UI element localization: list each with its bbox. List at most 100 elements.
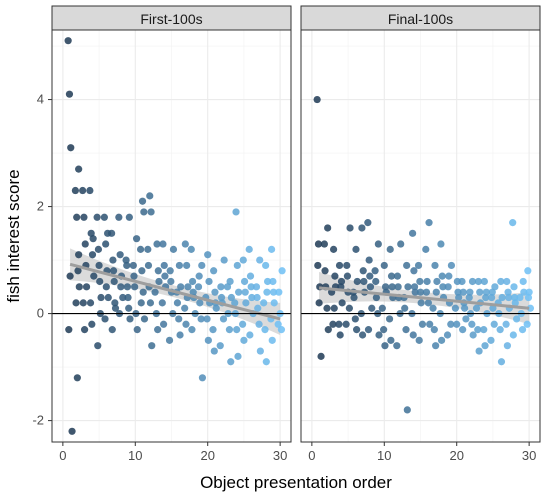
data-point <box>454 288 462 296</box>
data-point <box>75 165 83 173</box>
data-point <box>324 224 332 232</box>
data-point <box>410 267 418 275</box>
data-point <box>431 261 439 270</box>
data-point <box>173 299 182 307</box>
data-point <box>360 277 368 286</box>
data-point <box>394 283 402 291</box>
data-point <box>102 283 110 291</box>
x-axis-title: Object presentation order <box>200 473 392 492</box>
data-point <box>352 245 360 253</box>
data-point <box>210 347 218 355</box>
data-point <box>97 293 105 302</box>
data-point <box>388 283 396 291</box>
data-point <box>416 277 424 286</box>
data-point <box>219 315 228 323</box>
data-point <box>94 245 103 253</box>
data-point <box>73 374 81 382</box>
data-point <box>242 299 250 307</box>
data-point <box>411 288 419 296</box>
trend-line <box>318 286 530 310</box>
data-point <box>160 261 168 270</box>
data-point <box>496 326 504 334</box>
data-point <box>96 277 104 286</box>
data-point <box>125 304 133 312</box>
data-point <box>447 261 456 270</box>
data-point <box>255 320 263 328</box>
x-tick-label: 30 <box>522 448 536 463</box>
data-point <box>358 331 367 339</box>
data-point <box>234 352 242 360</box>
data-point <box>231 299 239 307</box>
y-tick-label: 4 <box>37 92 44 107</box>
data-point <box>418 320 427 328</box>
data-point <box>378 304 386 312</box>
data-point <box>245 245 253 253</box>
data-point <box>462 315 470 323</box>
data-point <box>203 315 211 323</box>
data-point <box>154 326 162 334</box>
data-point <box>475 347 483 355</box>
data-point <box>476 288 484 296</box>
data-point <box>144 261 153 270</box>
data-point <box>151 288 159 296</box>
data-point <box>71 186 79 195</box>
data-point <box>66 272 74 280</box>
data-point <box>393 342 401 350</box>
data-point <box>217 293 226 302</box>
data-point <box>525 288 533 296</box>
data-point <box>226 277 234 286</box>
data-point <box>359 267 367 275</box>
data-point <box>254 304 262 312</box>
data-point <box>75 251 83 259</box>
data-point <box>364 219 372 227</box>
data-point <box>336 331 344 339</box>
data-point <box>95 261 103 270</box>
data-point <box>489 304 497 312</box>
data-point <box>453 320 461 328</box>
data-point <box>166 267 174 275</box>
x-tick-label: 20 <box>200 448 214 463</box>
data-point <box>487 336 495 344</box>
data-point <box>337 277 346 286</box>
data-point <box>155 277 163 286</box>
data-point <box>264 277 272 286</box>
data-point <box>123 283 131 291</box>
data-point <box>116 251 124 259</box>
data-point <box>366 283 375 291</box>
data-point <box>459 326 467 334</box>
data-point <box>161 272 169 280</box>
panel-title: First-100s <box>140 11 202 27</box>
data-point <box>131 283 139 291</box>
axes-layer: 0 10 20 30 -2 0 2 4 0 10 20 30 <box>32 92 536 463</box>
data-point <box>64 37 72 45</box>
panel-2: Final-100s <box>300 5 541 443</box>
data-point <box>275 288 283 296</box>
data-point <box>104 293 112 302</box>
panel-border <box>300 29 541 443</box>
data-point <box>270 299 278 307</box>
data-point <box>138 267 146 275</box>
data-point <box>432 288 440 296</box>
data-point <box>403 406 411 414</box>
data-point <box>136 245 145 253</box>
data-point <box>423 277 431 286</box>
data-point <box>380 261 388 270</box>
data-point <box>102 240 110 248</box>
data-point <box>474 326 482 334</box>
y-axis-title: fish interest score <box>4 169 23 302</box>
data-point <box>366 272 374 280</box>
data-point <box>516 293 524 302</box>
data-point <box>233 326 241 334</box>
data-point <box>269 288 278 296</box>
data-point <box>468 277 477 286</box>
data-point <box>417 299 425 307</box>
data-point <box>227 293 235 302</box>
data-point <box>329 320 337 328</box>
data-point <box>315 299 323 307</box>
data-point <box>239 320 247 328</box>
data-point <box>397 240 405 248</box>
data-point <box>204 336 212 344</box>
data-point <box>437 336 446 344</box>
data-point <box>246 331 254 339</box>
data-point <box>183 261 191 270</box>
